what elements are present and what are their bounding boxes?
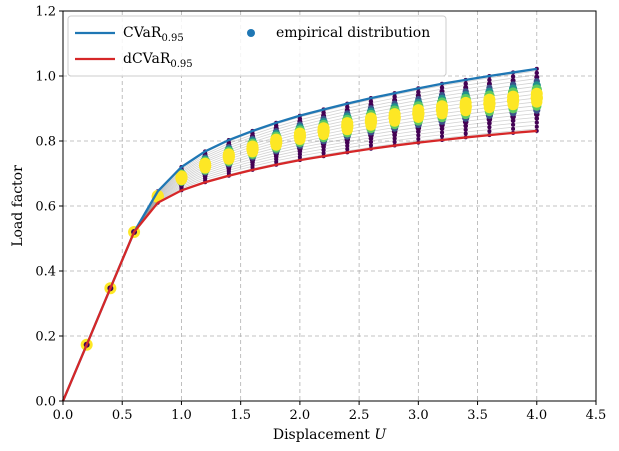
empirical-point [392, 140, 397, 145]
empirical-point [345, 143, 350, 149]
empirical-point [463, 123, 469, 129]
x-tick-label: 2.0 [290, 408, 311, 423]
empirical-point [416, 136, 421, 142]
x-axis-ticks: 0.0 0.5 1.0 1.5 2.0 2.5 3.0 3.5 4.0 4.5 [53, 401, 607, 423]
empirical-point [345, 147, 350, 152]
legend-label-dcvar: dCVaR0.95 [123, 51, 193, 70]
empirical-point [222, 150, 236, 163]
empirical-point [317, 125, 330, 138]
series-lines [61, 67, 537, 402]
empirical-point [534, 124, 539, 129]
x-tick-label: 0.0 [53, 408, 74, 423]
y-tick-label: 0.6 [35, 200, 56, 215]
empirical-point [364, 115, 378, 128]
empirical-point [534, 116, 540, 121]
empirical-point [388, 111, 401, 124]
empirical-point [487, 129, 492, 134]
empirical-point [175, 171, 188, 185]
empirical-point [534, 120, 539, 125]
empirical-point [510, 122, 516, 127]
legend-label-cvar-name: CVaR [123, 25, 162, 41]
empirical-point [416, 133, 421, 138]
empirical-point [463, 131, 468, 136]
empirical-point [506, 94, 520, 107]
empirical-point [293, 130, 307, 143]
x-tick-label: 1.5 [230, 408, 251, 423]
empirical-point [439, 126, 445, 132]
empirical-point [416, 89, 421, 95]
series-line-cvar [61, 67, 537, 402]
y-tick-label: 0.0 [35, 395, 56, 410]
legend-label-dcvar-sub: 0.95 [170, 59, 192, 70]
legend-swatch-empirical [247, 29, 255, 37]
empirical-point [368, 143, 373, 148]
y-tick-label: 0.8 [35, 135, 56, 150]
empirical-point [439, 134, 445, 139]
empirical-point [483, 97, 496, 110]
empirical-point [297, 155, 302, 160]
legend-label-dcvar-name: dCVaR [123, 51, 171, 67]
empirical-point [368, 139, 374, 145]
x-tick-label: 4.5 [586, 408, 607, 423]
empirical-point [151, 190, 164, 203]
empirical-point [534, 70, 539, 76]
empirical-point [511, 126, 516, 131]
empirical-point [270, 136, 283, 149]
empirical-point [510, 118, 516, 124]
x-tick-label: 3.5 [467, 408, 488, 423]
y-tick-label: 1.0 [35, 70, 56, 85]
legend-label-empirical: empirical distribution [276, 25, 430, 41]
empirical-point [392, 136, 397, 141]
x-tick-label: 0.5 [112, 408, 133, 423]
legend-box [67, 15, 447, 77]
series-line-dcvar [61, 129, 537, 402]
legend-label-cvar-sub: 0.95 [161, 33, 183, 44]
x-tick-label: 4.0 [526, 408, 547, 423]
legend: CVaR0.95 dCVaR0.95 empirical distributio… [67, 15, 447, 77]
empirical-point [487, 125, 492, 130]
empirical-point [435, 103, 449, 117]
empirical-point [341, 120, 354, 133]
x-tick-label: 2.5 [349, 408, 370, 423]
empirical-point [530, 91, 543, 104]
y-tick-label: 1.2 [35, 5, 56, 20]
empirical-point [321, 151, 326, 156]
empirical-point [412, 107, 425, 120]
x-axis-label: Displacement U [273, 427, 387, 443]
empirical-point [459, 100, 472, 113]
x-tick-label: 1.0 [171, 408, 192, 423]
x-tick-label: 3.0 [408, 408, 429, 423]
y-tick-label: 0.4 [35, 265, 56, 280]
empirical-point [463, 81, 468, 86]
empirical-point [487, 77, 492, 83]
empirical-point [246, 142, 259, 156]
empirical-point [463, 127, 468, 132]
legend-label-cvar: CVaR0.95 [123, 25, 184, 44]
y-axis-label: Load factor [10, 165, 26, 247]
empirical-point [368, 99, 374, 104]
empirical-point [510, 74, 516, 79]
empirical-point [439, 85, 445, 90]
x-axis-label-var: U [374, 427, 387, 443]
empirical-point [198, 159, 212, 172]
y-axis-ticks: 0.0 0.2 0.4 0.6 0.8 1.0 1.2 [35, 5, 63, 410]
empirical-point [439, 130, 445, 135]
empirical-point [487, 120, 492, 126]
empirical-point [392, 94, 397, 99]
y-tick-label: 0.2 [35, 330, 56, 345]
x-axis-label-text: Displacement [273, 427, 370, 443]
